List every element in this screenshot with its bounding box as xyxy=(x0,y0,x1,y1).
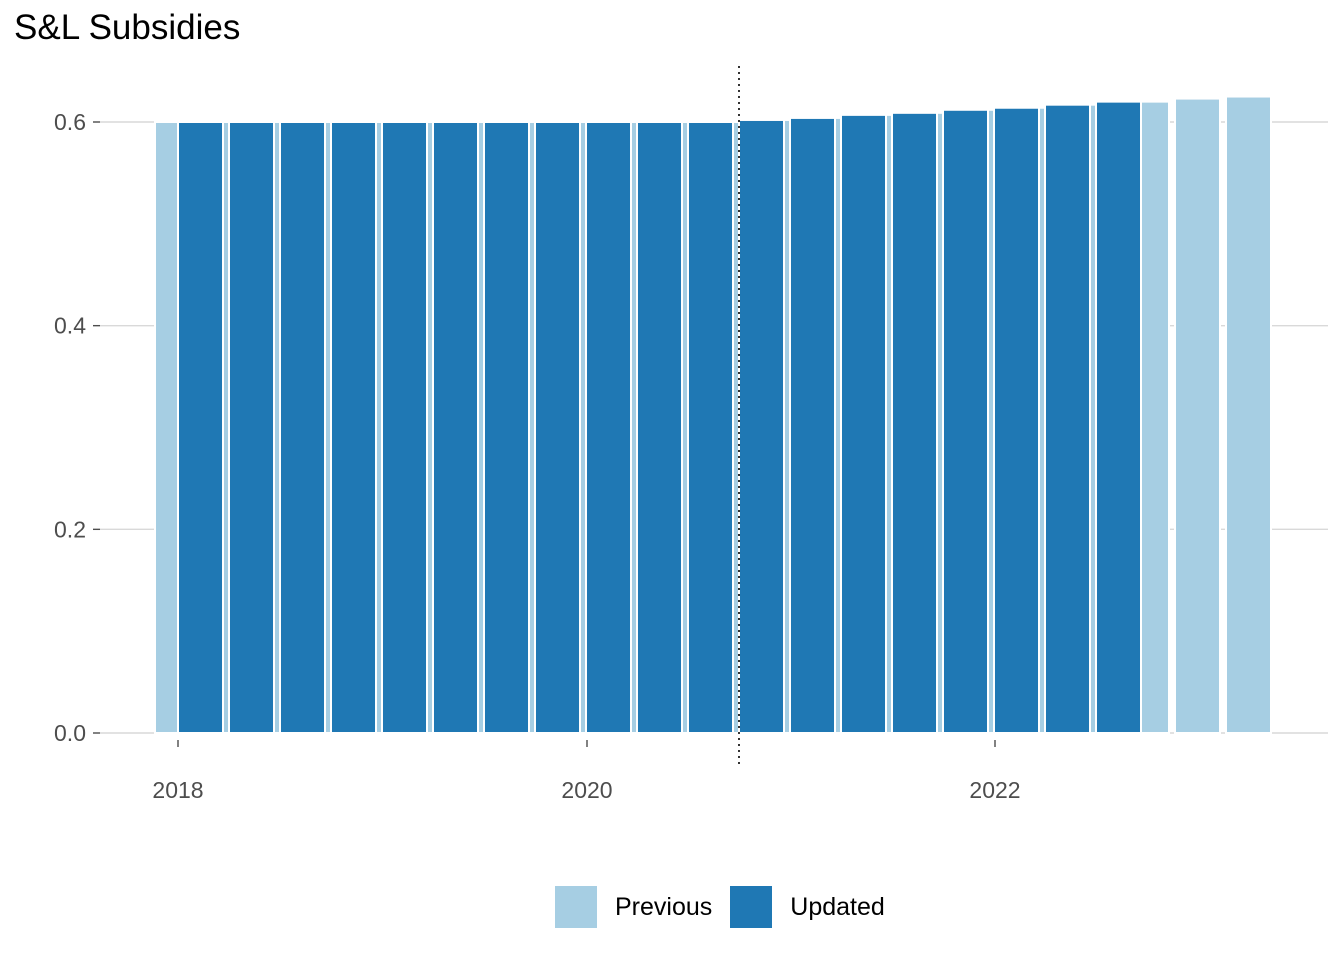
axes: 0.0 0.2 0.4 0.6 2018 2020 2022 xyxy=(54,109,1021,803)
bar-previous xyxy=(1174,97,1221,735)
y-tick-label: 0.0 xyxy=(54,720,86,746)
bar-updated xyxy=(279,121,326,734)
legend-item-updated: Updated xyxy=(730,886,885,928)
bar-updated xyxy=(1044,103,1091,734)
y-tick-label: 0.6 xyxy=(54,109,86,135)
x-tick-label: 2022 xyxy=(969,777,1020,803)
x-tick-label: 2018 xyxy=(152,777,203,803)
bar-updated xyxy=(483,121,530,734)
bar-updated xyxy=(177,121,224,734)
bar-updated xyxy=(993,106,1040,734)
bar-updated xyxy=(1095,100,1142,734)
legend-label-previous: Previous xyxy=(615,892,713,921)
y-tick-label: 0.4 xyxy=(54,313,86,339)
legend: Previous Updated xyxy=(555,886,903,928)
bar-updated xyxy=(840,113,887,735)
legend-swatch-updated xyxy=(730,886,773,928)
legend-item-previous: Previous xyxy=(555,886,712,928)
bar-updated xyxy=(228,121,275,734)
legend-swatch-previous xyxy=(555,886,597,928)
bar-updated xyxy=(942,108,989,734)
bar-updated xyxy=(585,121,632,734)
bar-updated xyxy=(789,116,836,734)
bar-previous xyxy=(1225,95,1272,734)
bar-updated xyxy=(738,118,785,735)
bar-updated xyxy=(381,121,428,734)
legend-label-updated: Updated xyxy=(790,892,885,921)
chart-title: S&L Subsidies xyxy=(14,8,241,47)
bar-updated xyxy=(534,121,581,734)
bar-updated xyxy=(432,121,479,734)
bars xyxy=(154,95,1272,735)
y-tick-label: 0.2 xyxy=(54,516,86,542)
bar-updated xyxy=(330,121,377,734)
bar-updated xyxy=(687,121,734,734)
x-tick-label: 2020 xyxy=(561,777,612,803)
bar-updated xyxy=(891,111,938,734)
bar-updated xyxy=(636,121,683,734)
